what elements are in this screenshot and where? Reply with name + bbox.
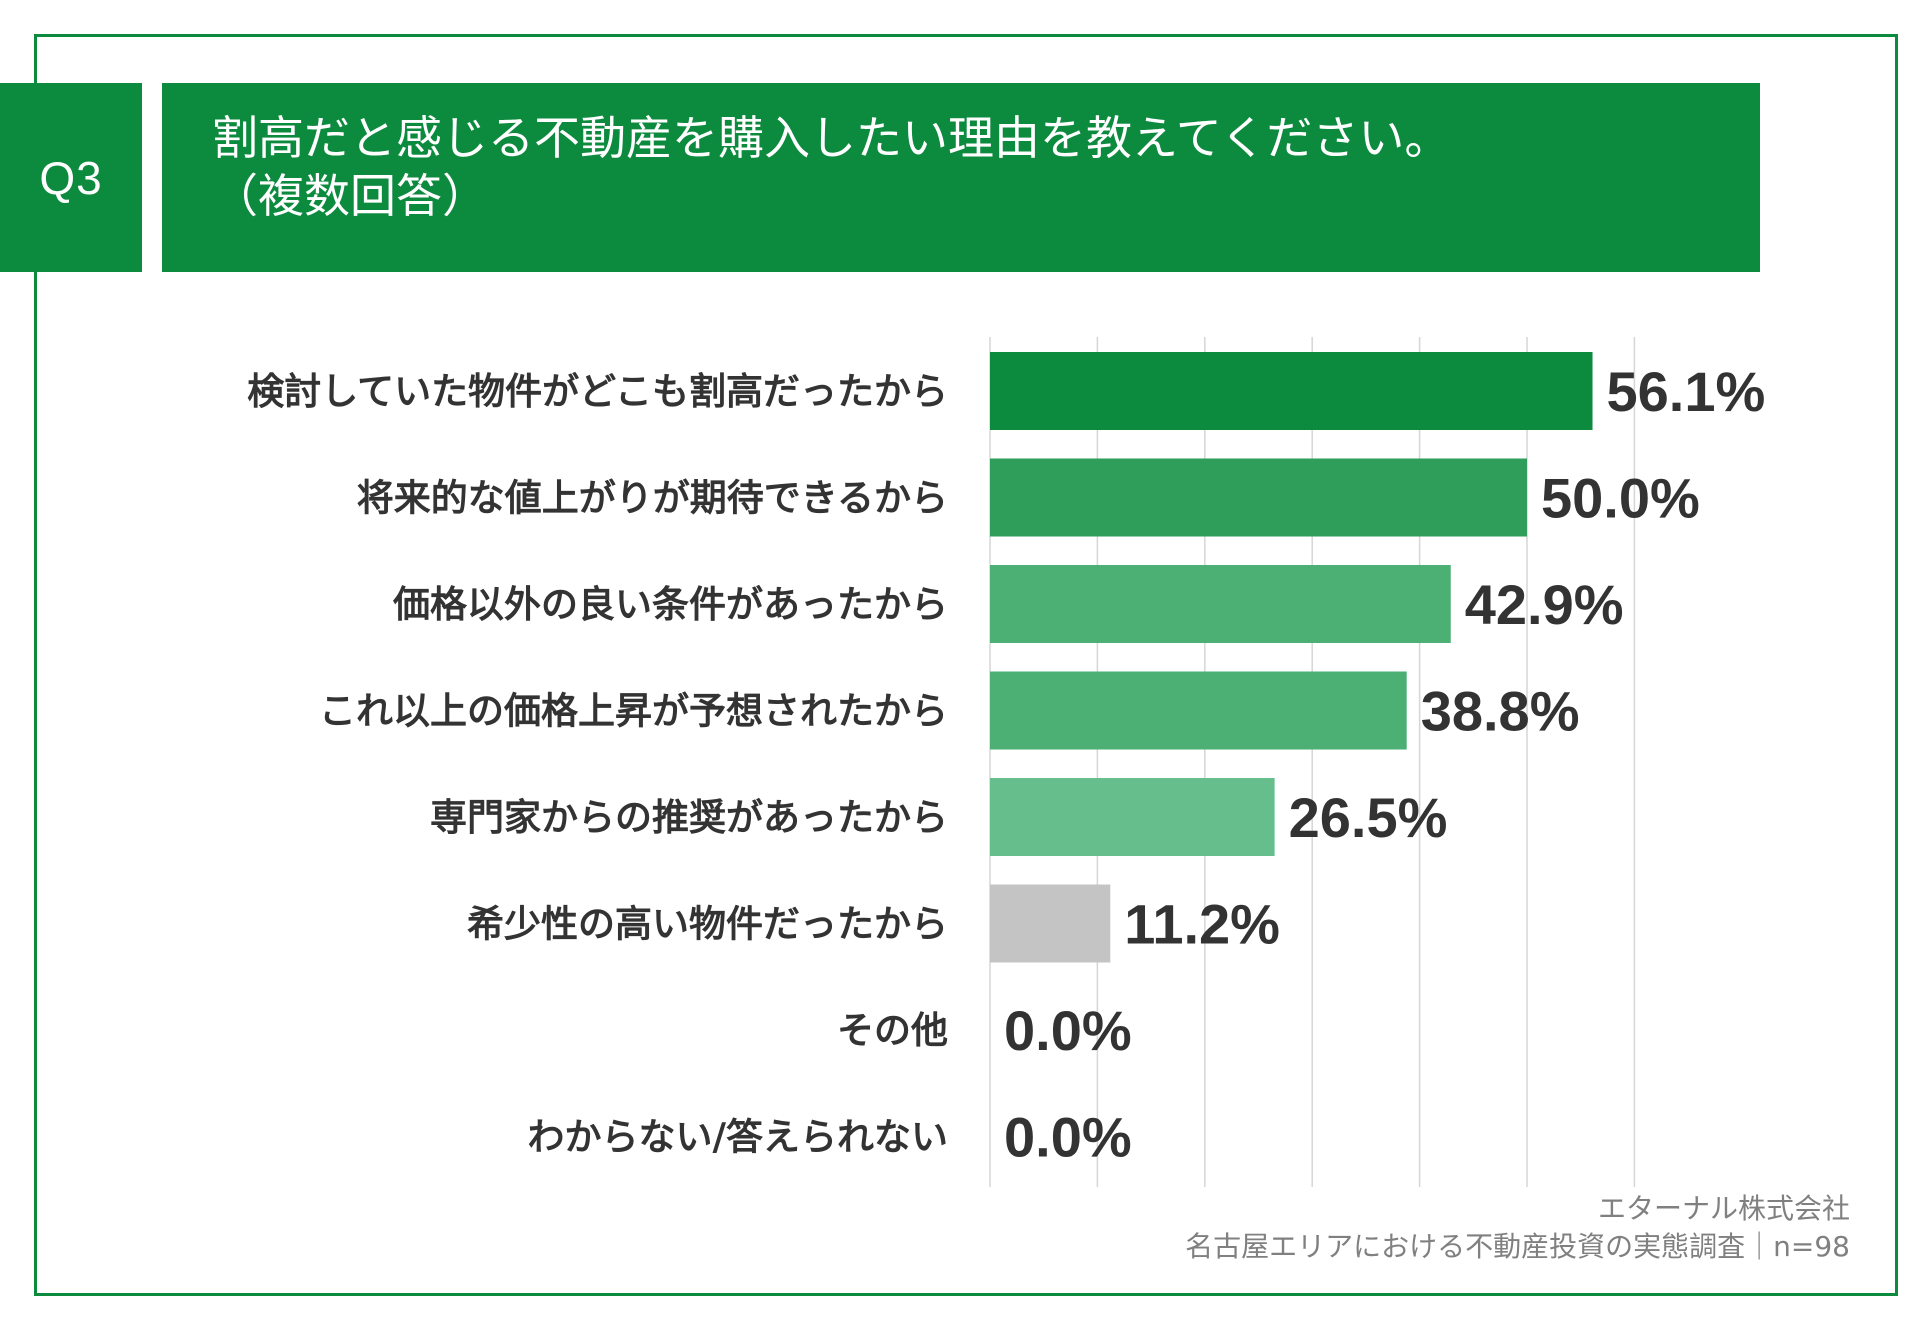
value-label: 38.8% bbox=[1421, 680, 1580, 743]
category-label: 価格以外の良い条件があったから bbox=[392, 583, 948, 626]
bar bbox=[990, 565, 1451, 643]
bar bbox=[990, 352, 1593, 430]
source-footer: エターナル株式会社 名古屋エリアにおける不動産投資の実態調査｜n=98 bbox=[1185, 1190, 1850, 1266]
value-label: 26.5% bbox=[1289, 786, 1448, 849]
bar bbox=[990, 884, 1111, 963]
category-label: 希少性の高い物件だったから bbox=[467, 903, 948, 946]
question-number-badge: Q3 bbox=[0, 83, 142, 272]
chart-frame bbox=[34, 34, 1898, 1296]
value-label: 56.1% bbox=[1607, 360, 1766, 423]
bar bbox=[990, 458, 1527, 537]
footer-survey: 名古屋エリアにおける不動産投資の実態調査｜n=98 bbox=[1185, 1230, 1850, 1263]
category-label: 専門家からの推奨があったから bbox=[430, 796, 948, 839]
category-label: わからない/答えられない bbox=[527, 1116, 948, 1159]
value-label: 11.2% bbox=[1124, 893, 1280, 956]
question-title-line2: （複数回答） bbox=[212, 169, 488, 223]
question-title-line1: 割高だと感じる不動産を購入したい理由を教えてください。 bbox=[212, 111, 1451, 165]
category-label: 検討していた物件がどこも割高だったから bbox=[247, 370, 948, 413]
value-label: 50.0% bbox=[1541, 467, 1700, 530]
value-label: 0.0% bbox=[1004, 999, 1132, 1062]
category-label: 将来的な値上がりが期待できるから bbox=[357, 477, 948, 520]
value-label: 0.0% bbox=[1004, 1106, 1132, 1169]
bar bbox=[990, 778, 1275, 856]
category-label: これ以上の価格上昇が予想されたから bbox=[319, 690, 948, 733]
value-label: 42.9% bbox=[1465, 573, 1624, 636]
bar bbox=[990, 671, 1407, 750]
category-label: その他 bbox=[837, 1009, 948, 1052]
footer-company: エターナル株式会社 bbox=[1597, 1192, 1850, 1225]
question-title: 割高だと感じる不動産を購入したい理由を教えてください。 （複数回答） bbox=[162, 83, 1760, 272]
